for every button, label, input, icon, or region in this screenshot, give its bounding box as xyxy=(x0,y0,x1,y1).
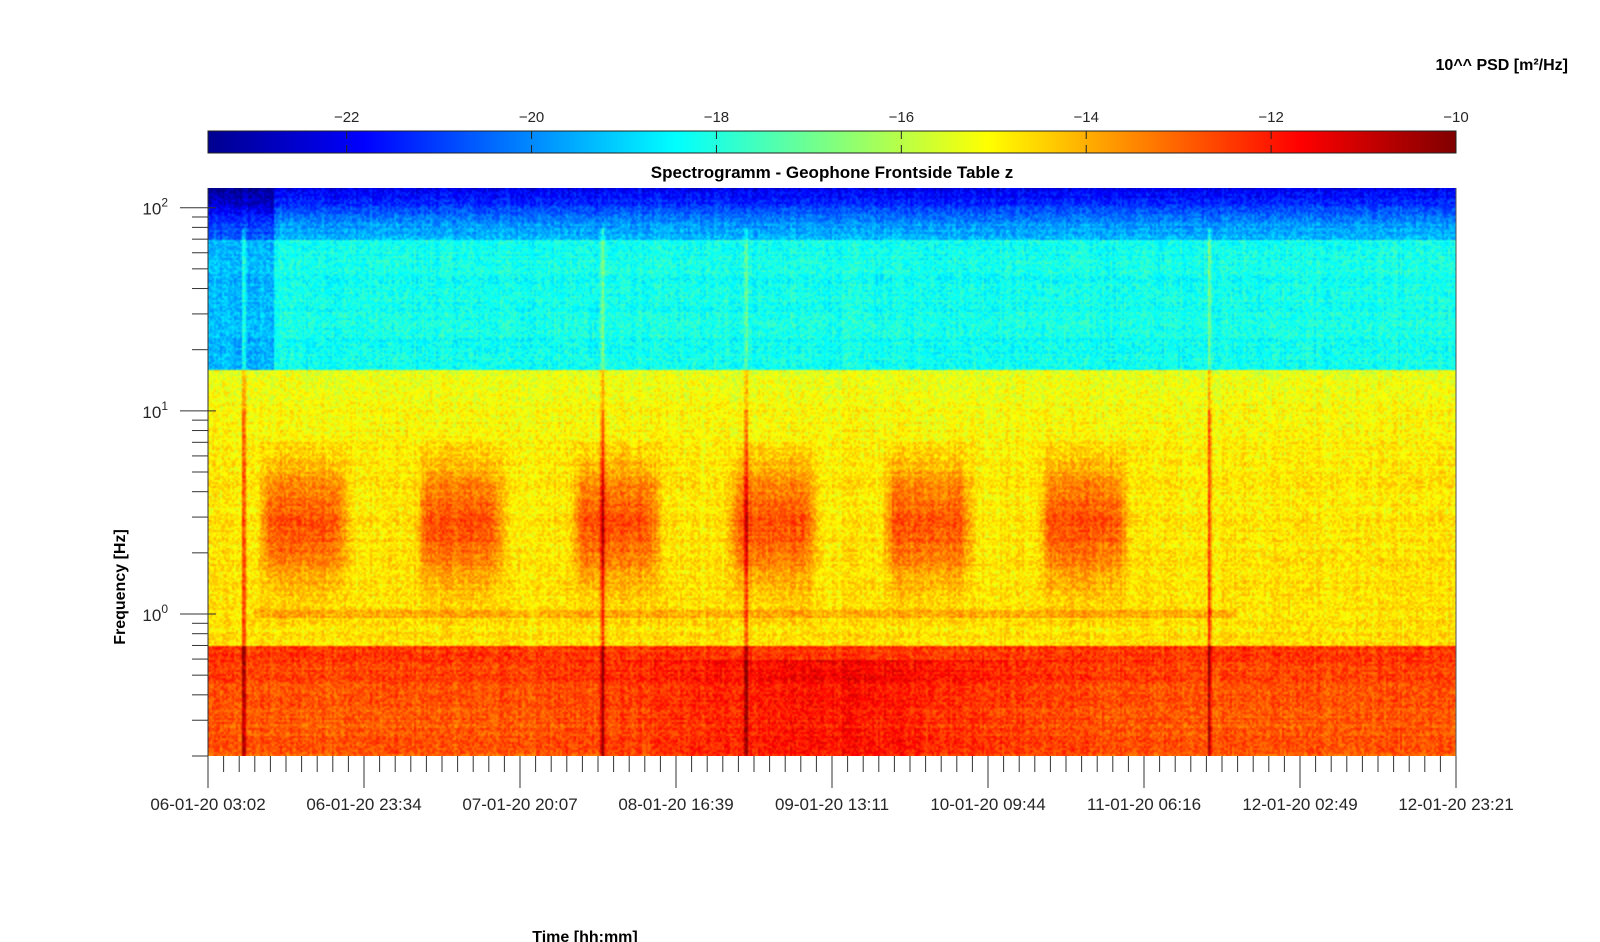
colorbar: 10^^ PSD [m²/Hz] −22 −20 −18 −16 −14 −12 −10 xyxy=(207,57,1568,154)
colorbar-tick-label: −22 xyxy=(334,109,359,126)
y-tick-label: 102 xyxy=(142,196,168,219)
y-tick-label: 100 xyxy=(142,602,168,625)
x-tick-label: 06-01-20 23:34 xyxy=(306,795,421,814)
x-tick-label: 07-01-20 20:07 xyxy=(462,795,577,814)
colorbar-tick-label: −10 xyxy=(1443,109,1468,126)
x-tick-label: 12-01-20 02:49 xyxy=(1242,795,1357,814)
colorbar-tick-label: −16 xyxy=(889,109,914,126)
x-tick-label: 08-01-20 16:39 xyxy=(618,795,733,814)
colorbar-tick-label: −18 xyxy=(704,109,729,126)
colorbar-label: 10^^ PSD [m²/Hz] xyxy=(1436,57,1568,74)
plot-area xyxy=(207,188,1457,756)
colorbar-tick-label: −14 xyxy=(1073,109,1098,126)
x-axis-label: Time [hh:mm] xyxy=(532,929,637,942)
y-axis-label: Frequency [Hz] xyxy=(112,529,129,645)
spectrogram-heatmap xyxy=(208,188,1456,756)
x-tick-label: 09-01-20 13:11 xyxy=(775,795,889,814)
chart-title: Spectrogramm - Geophone Frontside Table … xyxy=(651,163,1013,182)
x-tick-label: 10-01-20 09:44 xyxy=(930,795,1045,814)
y-tick-label: 101 xyxy=(142,399,168,422)
x-tick-label: 06-01-20 03:02 xyxy=(150,795,265,814)
colorbar-tick-label: −12 xyxy=(1258,109,1283,126)
x-axis: 06-01-20 03:02 06-01-20 23:34 07-01-20 20:… xyxy=(150,756,1514,814)
colorbar-ticks: −22 −20 −18 −16 −14 −12 −10 xyxy=(334,109,1469,153)
x-tick-label: 12-01-20 23:21 xyxy=(1398,795,1513,814)
colorbar-gradient xyxy=(207,130,1457,154)
x-tick-label: 11-01-20 06:16 xyxy=(1087,795,1201,814)
colorbar-tick-label: −20 xyxy=(519,109,544,126)
y-axis: 100 101 102 xyxy=(142,188,216,757)
